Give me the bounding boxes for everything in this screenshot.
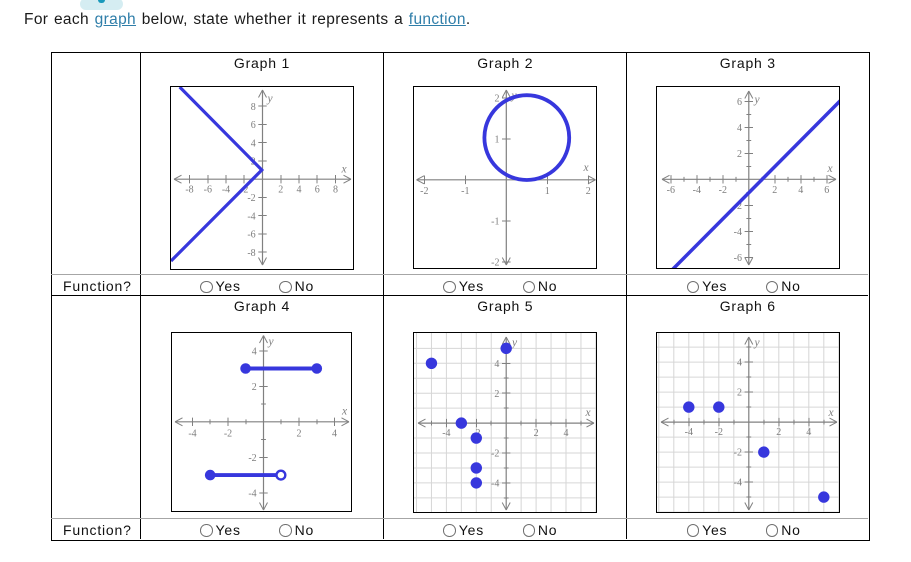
svg-text:4: 4 (252, 346, 257, 357)
svg-text:-4: -4 (222, 185, 230, 196)
svg-text:-6: -6 (204, 185, 212, 196)
svg-text:-1: -1 (491, 216, 499, 227)
svg-text:-4: -4 (247, 211, 255, 222)
svg-text:2: 2 (776, 427, 781, 438)
svg-text:6: 6 (737, 97, 742, 108)
svg-text:6: 6 (315, 185, 320, 196)
svg-text:4: 4 (251, 138, 256, 149)
svg-text:-8: -8 (247, 248, 255, 259)
svg-text:-4: -4 (491, 479, 499, 490)
svg-text:4: 4 (737, 123, 742, 134)
svg-text:-2: -2 (420, 186, 428, 197)
svg-text:4: 4 (332, 428, 337, 439)
svg-text:8: 8 (333, 185, 338, 196)
svg-text:y: y (754, 337, 761, 349)
svg-text:x: x (341, 406, 348, 418)
svg-text:4: 4 (806, 427, 811, 438)
svg-text:-2: -2 (719, 185, 727, 196)
svg-text:-6: -6 (667, 185, 675, 196)
svg-text:x: x (828, 407, 835, 419)
svg-text:-2: -2 (247, 193, 255, 204)
svg-text:-2: -2 (715, 427, 723, 438)
svg-text:2: 2 (586, 186, 591, 197)
svg-text:2: 2 (495, 93, 500, 104)
svg-text:2: 2 (737, 149, 742, 160)
svg-text:1: 1 (545, 186, 550, 197)
svg-text:x: x (583, 162, 590, 174)
svg-text:-6: -6 (247, 230, 255, 241)
svg-text:4: 4 (494, 359, 499, 370)
svg-text:y: y (267, 93, 274, 105)
svg-text:-8: -8 (185, 185, 193, 196)
svg-text:1: 1 (495, 134, 500, 145)
svg-text:2: 2 (278, 185, 283, 196)
svg-text:4: 4 (737, 358, 742, 369)
svg-text:-2: -2 (248, 453, 256, 464)
svg-text:-6: -6 (734, 253, 742, 264)
svg-text:4: 4 (564, 428, 569, 439)
svg-text:-2: -2 (734, 448, 742, 459)
svg-text:2: 2 (252, 382, 257, 393)
svg-text:2: 2 (297, 428, 302, 439)
svg-text:-4: -4 (685, 427, 693, 438)
svg-text:y: y (754, 94, 761, 106)
svg-text:6: 6 (824, 185, 829, 196)
svg-text:-4: -4 (442, 428, 450, 439)
svg-text:8: 8 (251, 102, 256, 113)
svg-text:2: 2 (772, 185, 777, 196)
svg-text:2: 2 (494, 389, 499, 400)
svg-text:-4: -4 (248, 488, 256, 499)
svg-text:x: x (585, 407, 592, 419)
svg-text:-2: -2 (240, 185, 248, 196)
svg-text:-4: -4 (188, 428, 196, 439)
svg-text:x: x (341, 164, 348, 176)
svg-text:2: 2 (737, 388, 742, 399)
svg-text:-4: -4 (693, 185, 701, 196)
svg-text:y: y (268, 336, 275, 348)
svg-text:y: y (511, 337, 518, 349)
svg-text:4: 4 (297, 185, 302, 196)
svg-text:2: 2 (534, 428, 539, 439)
svg-text:-4: -4 (734, 227, 742, 238)
svg-text:-4: -4 (734, 478, 742, 489)
svg-text:6: 6 (251, 120, 256, 131)
svg-text:-2: -2 (491, 449, 499, 460)
svg-text:x: x (827, 163, 834, 175)
svg-text:4: 4 (798, 185, 803, 196)
svg-text:-2: -2 (491, 257, 499, 268)
svg-text:-1: -1 (461, 186, 469, 197)
svg-text:-2: -2 (734, 201, 742, 212)
svg-text:-2: -2 (224, 428, 232, 439)
